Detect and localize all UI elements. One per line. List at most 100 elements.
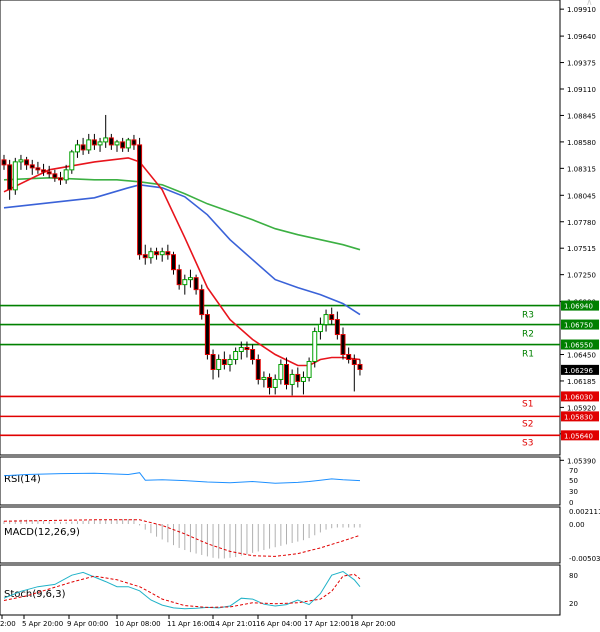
level-price-box-r2	[561, 319, 599, 330]
candle-body	[306, 360, 312, 378]
candle-body	[69, 151, 75, 171]
level-price-box-s2	[561, 411, 599, 422]
panes	[0, 0, 561, 616]
candle-body	[171, 254, 176, 271]
level-price-box-s1	[561, 391, 599, 402]
macd-tick-label: 0.002111	[569, 508, 600, 516]
level-price-label-s1: 1.06030	[564, 393, 593, 401]
candle-body	[289, 373, 295, 385]
level-name-s3: S3	[522, 438, 533, 448]
candle-body	[63, 169, 69, 181]
ma-green-line	[3, 176, 361, 251]
candle-body	[114, 141, 120, 146]
candle-body	[227, 358, 233, 365]
candle-body	[238, 347, 244, 353]
stoch-pane: Stoch(9,6,3) 80 20	[3, 570, 578, 610]
level-price-label-s2: 1.05830	[564, 413, 593, 421]
macd-pane-border	[0, 506, 561, 564]
candle-body	[284, 363, 289, 385]
rsi-tick-label: 50	[569, 477, 578, 485]
rsi-tick-label: 70	[569, 467, 578, 475]
price-tick-label: 1.05920	[567, 404, 596, 412]
candle-body	[329, 314, 335, 321]
candle-body	[80, 144, 86, 151]
macd-tick-label: -0.005039	[569, 555, 600, 563]
candle-body	[41, 169, 47, 173]
candle-body	[46, 171, 52, 175]
candle-body	[7, 164, 13, 191]
stoch-pane-border	[0, 564, 561, 616]
candle-body	[346, 354, 352, 360]
time-tick-label: 11 Apr 16:00	[167, 620, 213, 628]
stoch-signal-line	[3, 573, 361, 608]
candle-body	[340, 334, 346, 356]
candle-body	[148, 251, 154, 259]
candle-body	[165, 251, 171, 256]
price-tick-label: 1.08045	[567, 192, 596, 200]
candle-body	[267, 376, 273, 388]
candle-body	[193, 277, 199, 291]
candle-body	[52, 173, 58, 179]
current-price-box	[561, 364, 599, 375]
price-tick-label: 1.09910	[567, 6, 596, 14]
pivot-levels	[0, 304, 560, 437]
price-tick-label: 1.08580	[567, 139, 596, 147]
candle-body	[272, 378, 278, 388]
stoch-label: Stoch(9,6,3)	[4, 589, 66, 600]
pivot-level-labels: R3 1.06940 R2 1.06750 R1 1.06550 S1 1.06030 S2 1.…	[522, 300, 599, 448]
ma-blue-line	[3, 183, 361, 316]
candle-body	[29, 164, 35, 169]
candle-body	[120, 141, 126, 149]
candle-body	[103, 137, 109, 143]
stoch-tick-label: 80	[569, 572, 578, 580]
candle-body	[199, 289, 205, 316]
time-axis: 2:00 5 Apr 20:00 9 Apr 00:00 10 Apr 08:00 11…	[0, 615, 396, 628]
candle-body	[12, 161, 18, 191]
candle-body	[35, 167, 41, 171]
macd-pane: MACD(12,26,9) 0.002111 0.00 -0.005039	[3, 508, 600, 563]
price-tick-label: 1.06450	[567, 352, 596, 360]
corner-indicator: ∧	[586, 0, 593, 8]
time-tick-label: 17 Apr 12:00	[304, 620, 350, 628]
time-tick-label: 5 Apr 20:00	[22, 620, 63, 628]
candle-body	[312, 331, 318, 362]
candle-body	[131, 139, 137, 146]
macd-label: MACD(12,26,9)	[4, 527, 80, 538]
level-price-box-s3	[561, 430, 599, 441]
candle-body	[278, 363, 284, 380]
price-tick-label: 1.09375	[567, 60, 596, 68]
candles	[1, 114, 363, 396]
time-tick-label: 14 Apr 21:01	[211, 620, 257, 628]
level-price-label-r3: 1.06940	[564, 303, 593, 311]
price-tick-label: 1.08845	[567, 112, 596, 120]
candle-body	[317, 324, 323, 333]
macd-signal-line	[3, 519, 361, 557]
price-tick-label: 1.07250	[567, 272, 596, 280]
time-tick-label: 10 Apr 08:00	[115, 620, 161, 628]
stoch-tick-label: 20	[569, 600, 578, 608]
candle-body	[137, 144, 143, 256]
candle-body	[221, 358, 227, 365]
main-pane-border	[0, 0, 561, 456]
candle-body	[58, 177, 63, 181]
level-price-box-r3	[561, 300, 599, 311]
level-name-s2: S2	[522, 419, 533, 429]
candle-body	[159, 251, 165, 256]
candle-body	[300, 376, 306, 382]
price-tick-label: 1.07780	[567, 219, 596, 227]
time-tick-label: 16 Apr 04:00	[256, 620, 302, 628]
level-price-label-s3: 1.05640	[564, 432, 593, 440]
time-tick-label: 18 Apr 20:00	[350, 620, 396, 628]
candle-body	[244, 347, 250, 351]
rsi-tick-label: 0	[569, 499, 573, 507]
price-tick-label: 1.05390	[567, 457, 596, 465]
current-price-label: 1.06296	[564, 367, 593, 375]
candle-body	[334, 319, 340, 336]
level-name-r2: R2	[522, 330, 534, 340]
candle-body	[323, 314, 329, 326]
candle-body	[255, 358, 261, 380]
candle-body	[154, 251, 160, 256]
price-tick-label: 1.09640	[567, 33, 596, 41]
